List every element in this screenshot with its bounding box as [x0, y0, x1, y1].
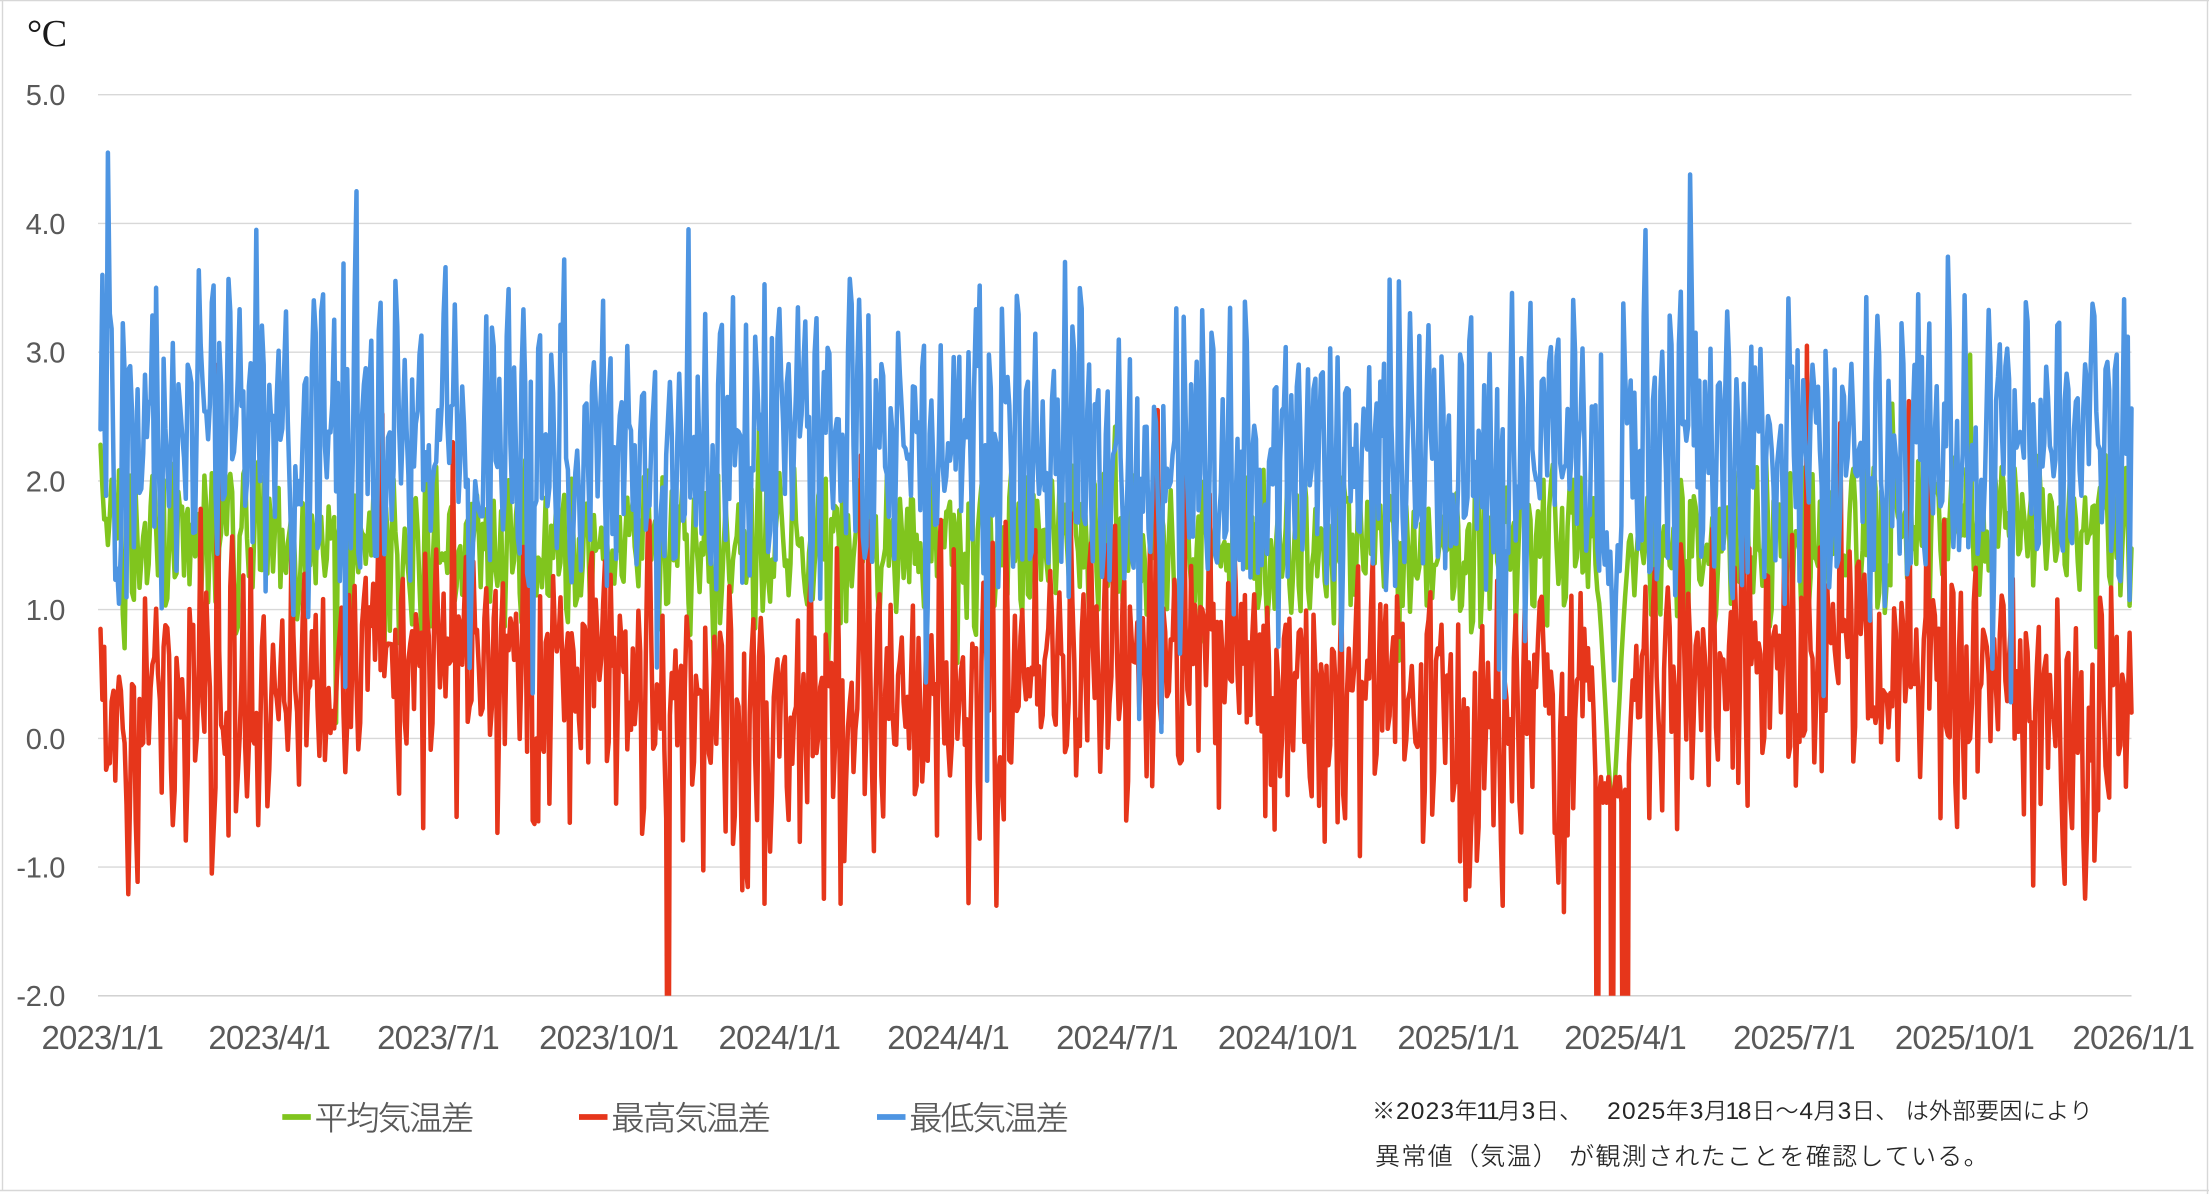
svg-text:3: 3 — [1690, 1098, 1704, 1125]
svg-text:2025/7/1: 2025/7/1 — [1733, 1019, 1855, 1056]
svg-text:0: 0 — [1622, 1098, 1636, 1125]
svg-text:1: 1 — [1725, 1098, 1739, 1125]
svg-text:2024/1/1: 2024/1/1 — [718, 1019, 840, 1056]
svg-text:3: 3 — [1440, 1098, 1454, 1125]
svg-text:-2.0: -2.0 — [16, 981, 65, 1013]
svg-text:1.0: 1.0 — [26, 595, 65, 627]
svg-text:2024/4/1: 2024/4/1 — [887, 1019, 1009, 1056]
svg-text:2023/7/1: 2023/7/1 — [377, 1019, 499, 1056]
svg-text:2: 2 — [1637, 1098, 1651, 1125]
svg-text:3.0: 3.0 — [26, 338, 65, 370]
svg-text:0: 0 — [1411, 1098, 1425, 1125]
svg-text:4.0: 4.0 — [26, 209, 65, 241]
svg-text:0.0: 0.0 — [26, 724, 65, 756]
svg-text:-1.0: -1.0 — [16, 853, 65, 885]
svg-text:3: 3 — [1522, 1098, 1536, 1125]
svg-text:2023/4/1: 2023/4/1 — [208, 1019, 330, 1056]
svg-text:2026/1/1: 2026/1/1 — [2072, 1019, 2194, 1056]
svg-text:8: 8 — [1738, 1098, 1752, 1125]
svg-text:2: 2 — [1396, 1098, 1410, 1125]
svg-text:2025/4/1: 2025/4/1 — [1564, 1019, 1686, 1056]
svg-text:2024/10/1: 2024/10/1 — [1218, 1019, 1357, 1056]
svg-text:2023/10/1: 2023/10/1 — [539, 1019, 678, 1056]
svg-text:2024/7/1: 2024/7/1 — [1056, 1019, 1178, 1056]
svg-text:3: 3 — [1838, 1098, 1852, 1125]
svg-text:2.0: 2.0 — [26, 466, 65, 498]
svg-text:2025/10/1: 2025/10/1 — [1895, 1019, 2034, 1056]
svg-text:1: 1 — [1486, 1098, 1500, 1125]
svg-text:1: 1 — [1476, 1098, 1490, 1125]
svg-text:2: 2 — [1607, 1098, 1621, 1125]
svg-text:4: 4 — [1799, 1098, 1813, 1125]
svg-text:5.0: 5.0 — [26, 80, 65, 112]
svg-text:5: 5 — [1652, 1098, 1666, 1125]
svg-text:2023/1/1: 2023/1/1 — [41, 1019, 163, 1056]
svg-text:2: 2 — [1426, 1098, 1440, 1125]
svg-text:°C: °C — [27, 13, 67, 55]
svg-text:2025/1/1: 2025/1/1 — [1397, 1019, 1519, 1056]
